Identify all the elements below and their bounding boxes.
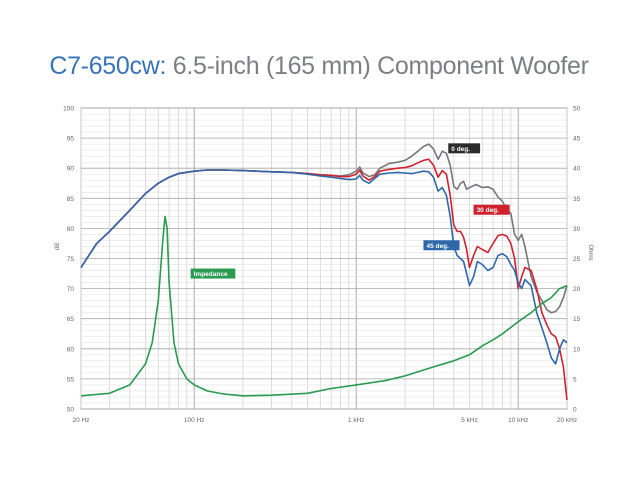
y-left-tick-label: 95 — [67, 136, 75, 143]
series-label-0-deg: 0 deg. — [448, 143, 481, 154]
y-left-axis-label: dB — [55, 243, 61, 250]
y-left-tick-label: 75 — [67, 256, 75, 263]
series-label-bg — [473, 204, 510, 215]
y-right-tick-label: 15 — [573, 316, 581, 323]
y-right-tick-label: 40 — [573, 166, 581, 173]
series-label-text: 0 deg. — [451, 146, 470, 153]
series-label-bg — [448, 143, 481, 154]
y-right-tick-label: 20 — [573, 286, 581, 293]
x-tick-label: 1 kHz — [348, 417, 365, 424]
y-left-tick-label: 80 — [67, 226, 75, 233]
x-tick-label: 5 kHz — [461, 417, 478, 424]
y-left-tick-label: 85 — [67, 196, 75, 203]
y-right-tick-label: 45 — [573, 136, 581, 143]
x-tick-label: 20 kHz — [557, 417, 577, 424]
x-tick-label: 10 kHz — [508, 417, 528, 424]
y-right-tick-label: 50 — [573, 106, 581, 113]
y-left-tick-label: 50 — [67, 407, 75, 414]
series-lines — [80, 143, 568, 401]
series-label-impedance: Impedance — [190, 268, 236, 279]
series-line-impedance — [80, 215, 568, 397]
y-right-tick-label: 0 — [573, 407, 577, 414]
chart-title: C7-650cw: 6.5-inch (165 mm) Component Wo… — [0, 52, 638, 81]
y-right-tick-label: 35 — [573, 196, 581, 203]
x-tick-label: 20 Hz — [73, 417, 90, 424]
title-description: 6.5-inch (165 mm) Component Woofer — [166, 52, 589, 80]
series-label-text: 30 deg. — [477, 207, 500, 214]
y-left-tick-label: 90 — [67, 166, 75, 173]
y-left-tick-label: 55 — [67, 376, 75, 383]
series-label-bg — [190, 268, 236, 279]
y-left-tick-label: 100 — [63, 106, 74, 113]
series-line-45-deg — [80, 169, 568, 365]
y-right-axis-label: Ohms — [587, 244, 593, 260]
y-right-tick-label: 10 — [573, 346, 581, 353]
x-tick-label: 100 Hz — [184, 417, 205, 424]
series-labels: 0 deg. 30 deg. 45 deg. Impedance — [190, 143, 510, 279]
y-right-tick-label: 30 — [573, 226, 581, 233]
y-right-tick-label: 5 — [573, 376, 577, 383]
tick-labels: 50 55 60 65 70 75 80 85 90 95 100 0 5 10 15 20 25 30 35 40 4… — [55, 106, 593, 425]
y-right-tick-label: 25 — [573, 256, 581, 263]
y-left-tick-label: 70 — [67, 286, 75, 293]
series-label-45-deg: 45 deg. — [423, 240, 460, 251]
y-left-tick-label: 60 — [67, 346, 75, 353]
grid-lines — [80, 107, 568, 410]
series-label-text: Impedance — [194, 271, 228, 278]
series-label-text: 45 deg. — [426, 243, 449, 250]
y-left-tick-label: 65 — [67, 316, 75, 323]
model-name: C7-650cw: — [49, 52, 167, 80]
series-label-30-deg: 30 deg. — [473, 204, 510, 215]
series-label-bg — [423, 240, 460, 251]
